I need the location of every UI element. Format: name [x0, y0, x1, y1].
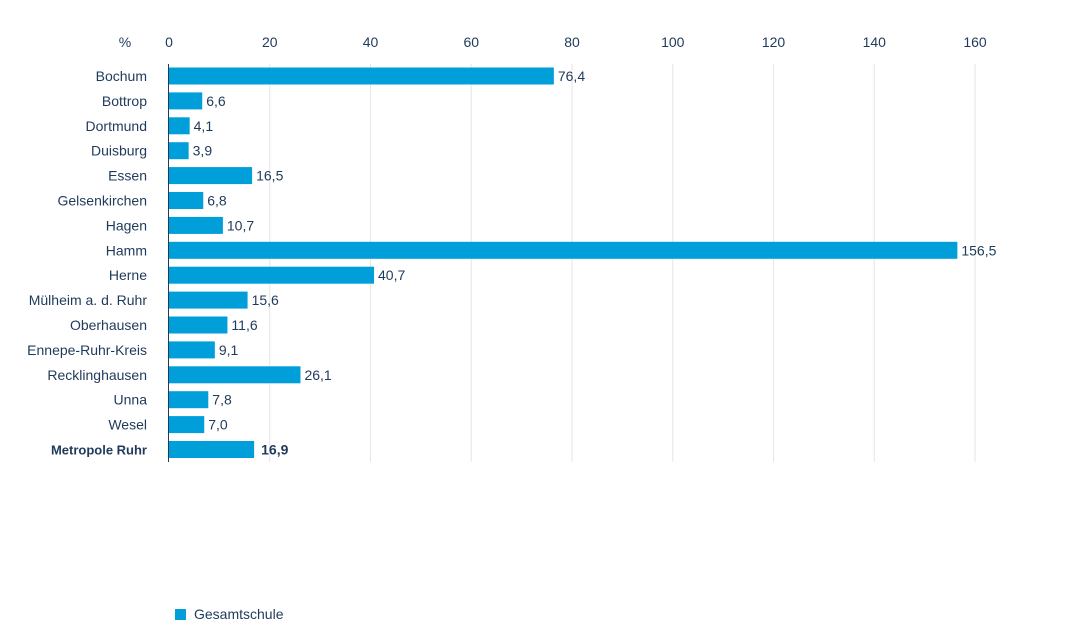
value-label: 9,1 [219, 342, 239, 358]
value-label: 7,8 [212, 392, 232, 408]
category-labels: Bochum Bottrop Dortmund Duisburg Essen Gelsen… [27, 68, 147, 458]
bar [169, 67, 554, 85]
x-tick-label: 140 [863, 34, 887, 50]
grid-lines [269, 64, 976, 462]
category-label: Bochum [96, 68, 147, 84]
value-labels: 76,4 6,6 4,1 3,9 16,5 6,810,7 156,5 40,7 15,6 11,… [193, 68, 997, 458]
value-label: 16,5 [256, 168, 283, 184]
bar [169, 216, 223, 234]
axis-unit-label: % [119, 34, 131, 50]
x-tick-label: 100 [661, 34, 685, 50]
x-tick-label: 160 [963, 34, 987, 50]
category-label: Essen [108, 168, 147, 184]
legend: Gesamtschule [175, 606, 283, 622]
category-label: Mülheim a. d. Ruhr [29, 292, 148, 308]
bar [169, 341, 215, 359]
value-label: 156,5 [961, 242, 996, 258]
legend-label: Gesamtschule [194, 606, 284, 622]
x-tick-label: 80 [564, 34, 580, 50]
value-label: 7,0 [208, 417, 228, 433]
value-label: 11,6 [231, 317, 257, 333]
legend-swatch [175, 608, 186, 620]
bar [169, 391, 209, 409]
value-label: 76,4 [558, 68, 585, 84]
bar [169, 291, 248, 309]
bar [169, 241, 958, 259]
category-label: Dortmund [86, 118, 147, 134]
category-label: Bottrop [102, 93, 147, 109]
category-label: Wesel [108, 417, 147, 433]
bar [169, 167, 253, 185]
category-label: Duisburg [91, 143, 147, 159]
bar [169, 416, 205, 434]
category-label: Ennepe-Ruhr-Kreis [27, 342, 147, 358]
category-label: Unna [114, 392, 148, 408]
bar [169, 316, 228, 334]
bar [169, 142, 189, 160]
value-label: 6,6 [206, 93, 226, 109]
category-label: Gelsenkirchen [58, 193, 148, 209]
value-label: 4,1 [194, 118, 214, 134]
category-label: Metropole Ruhr [51, 443, 147, 458]
bar [169, 92, 203, 110]
value-label: 40,7 [378, 267, 405, 283]
value-label: 26,1 [304, 367, 331, 383]
value-label: 3,9 [193, 143, 213, 159]
x-axis-ticks: 0 20 40 60 80 100 120 140 160 [165, 34, 987, 50]
bar [169, 441, 255, 458]
x-tick-label: 40 [363, 34, 379, 50]
value-label: 6,8 [207, 193, 227, 209]
category-label: Herne [109, 267, 147, 283]
category-label: Hamm [106, 242, 147, 258]
x-tick-label: 120 [762, 34, 786, 50]
value-label: 15,6 [252, 292, 279, 308]
category-label: Oberhausen [70, 317, 147, 333]
x-tick-label: 60 [463, 34, 479, 50]
x-tick-label: 0 [165, 34, 173, 50]
bar [169, 117, 190, 135]
bar [169, 366, 301, 384]
value-label: 16,9 [261, 442, 288, 458]
category-label: Recklinghausen [47, 367, 147, 383]
x-tick-label: 20 [262, 34, 278, 50]
bar [169, 192, 204, 209]
bar [169, 266, 375, 284]
category-label: Hagen [106, 217, 147, 233]
value-label: 10,7 [227, 217, 254, 233]
bars [169, 67, 958, 458]
